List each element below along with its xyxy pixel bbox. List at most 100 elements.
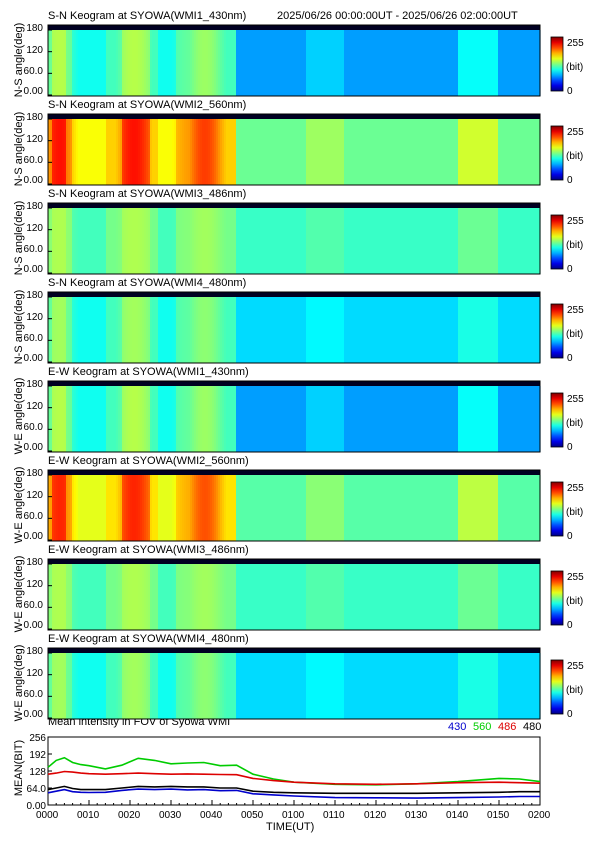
keogram-column [408, 297, 411, 363]
keogram-column [182, 297, 185, 363]
keogram-column [306, 208, 309, 274]
y-tick-label: 0.00 [26, 801, 46, 812]
keogram-column [522, 208, 525, 274]
colorbar-max-label: 255 [567, 305, 584, 316]
keogram-column [390, 564, 393, 630]
keogram-column [406, 30, 409, 96]
keogram-column [378, 208, 381, 274]
keogram-column [408, 119, 411, 185]
keogram-column [128, 475, 131, 541]
keogram-column [142, 564, 145, 630]
keogram-column [342, 475, 345, 541]
keogram-column [350, 208, 353, 274]
keogram-column [410, 30, 413, 96]
colorbar-unit-label: (bit) [566, 151, 584, 162]
keogram-column [234, 386, 237, 452]
keogram-column [172, 386, 175, 452]
keogram-column [492, 30, 495, 96]
keogram-column [130, 208, 133, 274]
keogram-column [94, 30, 97, 96]
keogram-column [244, 475, 247, 541]
keogram-column [60, 564, 63, 630]
keogram-column [118, 564, 121, 630]
keogram-column [54, 30, 57, 96]
keogram-column [52, 475, 55, 541]
keogram-column [196, 30, 199, 96]
keogram-column [454, 30, 457, 96]
keogram-column [386, 119, 389, 185]
keogram-column [272, 208, 275, 274]
keogram-column [50, 208, 53, 274]
keogram-column [348, 564, 351, 630]
keogram-column [182, 30, 185, 96]
panel-frame [47, 113, 541, 186]
keogram-column [496, 475, 499, 541]
keogram-column [178, 564, 181, 630]
keogram-column [122, 564, 125, 630]
keogram-column [248, 208, 251, 274]
keogram-column [146, 564, 149, 630]
keogram-column [516, 564, 519, 630]
keogram-column [424, 386, 427, 452]
keogram-column [122, 119, 125, 185]
keogram-column [212, 30, 215, 96]
keogram-column [186, 30, 189, 96]
keogram-column [494, 386, 497, 452]
keogram-column [144, 30, 147, 96]
keogram-column [376, 30, 379, 96]
keogram-column [126, 208, 129, 274]
keogram-column [152, 208, 155, 274]
keogram-column [440, 119, 443, 185]
keogram-column [302, 297, 305, 363]
keogram-column [124, 475, 127, 541]
keogram-column [520, 475, 523, 541]
keogram-column [166, 564, 169, 630]
keogram-column [316, 30, 319, 96]
keogram-column [270, 297, 273, 363]
keogram-column [450, 119, 453, 185]
keogram-column [312, 475, 315, 541]
keogram-column [520, 208, 523, 274]
keogram-column [420, 297, 423, 363]
keogram-column [212, 297, 215, 363]
keogram-column [486, 119, 489, 185]
keogram-column [292, 297, 295, 363]
keogram-column [456, 564, 459, 630]
keogram-column [524, 30, 527, 96]
keogram-column [176, 30, 179, 96]
keogram-column [86, 475, 89, 541]
colorbar-max-label: 255 [567, 127, 584, 138]
keogram-column [200, 386, 203, 452]
keogram-column [122, 30, 125, 96]
keogram-column [472, 297, 475, 363]
keogram-column [490, 119, 493, 185]
keogram-column [442, 653, 445, 719]
keogram-column [536, 297, 539, 363]
keogram-column [178, 386, 181, 452]
keogram-column [536, 30, 539, 96]
keogram-column [388, 475, 391, 541]
keogram-column [76, 653, 79, 719]
keogram-column [334, 297, 337, 363]
keogram-column [528, 475, 531, 541]
keogram-column [258, 297, 261, 363]
keogram-column [50, 475, 53, 541]
keogram-column [530, 30, 533, 96]
keogram-column [88, 475, 91, 541]
keogram-column [334, 119, 337, 185]
keogram-column [168, 208, 171, 274]
keogram-column [518, 30, 521, 96]
keogram-column [502, 653, 505, 719]
keogram-column [494, 564, 497, 630]
keogram-column [234, 653, 237, 719]
keogram-column [318, 653, 321, 719]
keogram-column [240, 564, 243, 630]
keogram-column [296, 386, 299, 452]
keogram-column [198, 386, 201, 452]
keogram-column [246, 653, 249, 719]
keogram-column [526, 386, 529, 452]
keogram-column [496, 653, 499, 719]
keogram-column [234, 564, 237, 630]
keogram-column [356, 564, 359, 630]
keogram-column [156, 208, 159, 274]
